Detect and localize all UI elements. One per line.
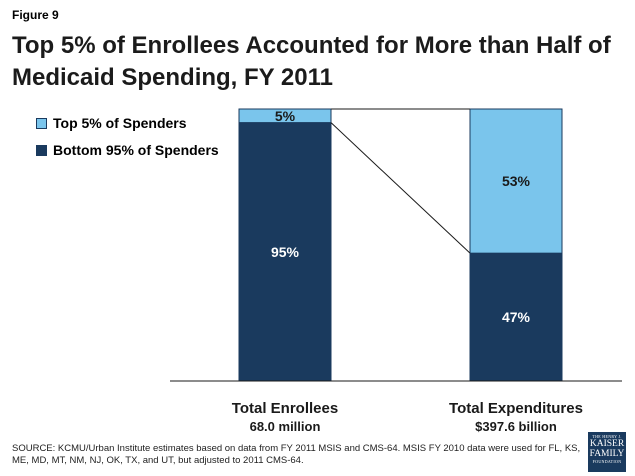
- data-label-bar-2-series-2: 53%: [502, 173, 531, 189]
- data-label-bar-1-series-2: 5%: [275, 108, 296, 124]
- chart-title-line-1: Top 5% of Enrollees Accounted for More t…: [12, 32, 611, 59]
- bar-2-series-2: [469, 108, 563, 254]
- legend-item-bottom-95: Bottom 95% of Spenders: [36, 141, 219, 159]
- legend-swatch-bottom-95: [36, 144, 47, 156]
- x-category-sublabel-1: 68.0 million: [250, 419, 321, 434]
- data-label-bar-1-series-1: 95%: [271, 244, 300, 260]
- legend-item-top-5: Top 5% of Spenders: [36, 114, 219, 132]
- chart-title: Top 5% of Enrollees Accounted for More t…: [12, 30, 622, 94]
- x-category-label-1: Total Enrollees: [232, 400, 338, 417]
- connector-line-middle: [330, 122, 471, 254]
- legend-label-bottom-95: Bottom 95% of Spenders: [53, 142, 219, 158]
- logo-line-2b: FAMILY: [589, 449, 625, 459]
- x-category-sublabel-2: $397.6 billion: [475, 419, 557, 434]
- figure-label: Figure 9: [12, 8, 59, 22]
- bar-1-series-2: [238, 108, 332, 124]
- x-category-label-2: Total Expenditures: [449, 400, 583, 417]
- bar-1-series-1: [238, 122, 332, 382]
- logo-line-3: FOUNDATION: [592, 459, 622, 464]
- source-note: SOURCE: KCMU/Urban Institute estimates b…: [12, 443, 581, 466]
- chart-title-line-2: Medicaid Spending, FY 2011: [12, 64, 333, 91]
- logo-line-2a: KAISER: [589, 439, 625, 449]
- data-label-bar-2-series-1: 47%: [502, 309, 531, 325]
- legend-label-top-5: Top 5% of Spenders: [53, 115, 187, 131]
- bar-2-series-1: [469, 252, 563, 382]
- kaiser-family-foundation-logo: THE HENRY J. KAISER FAMILY FOUNDATION: [588, 432, 626, 472]
- legend-swatch-top-5: [36, 117, 47, 129]
- legend: Top 5% of Spenders Bottom 95% of Spender…: [36, 114, 219, 168]
- logo-line-1: THE HENRY J.: [592, 434, 622, 439]
